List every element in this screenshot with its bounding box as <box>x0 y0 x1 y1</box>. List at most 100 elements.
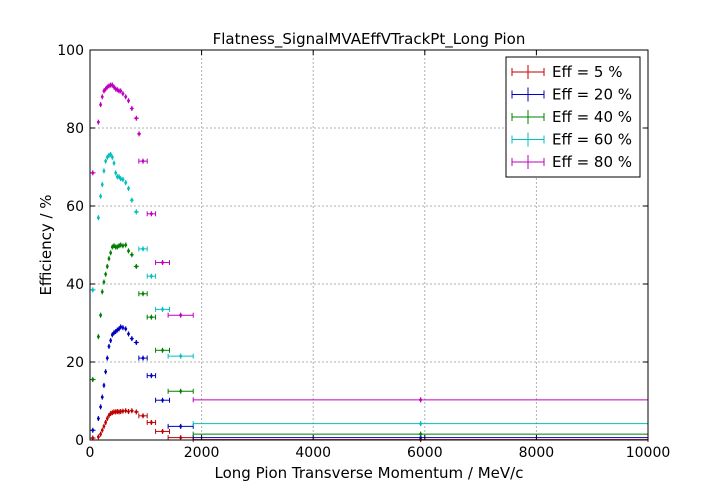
point-marker <box>127 332 130 336</box>
point-marker <box>179 389 183 393</box>
data-point <box>119 409 123 415</box>
data-point <box>105 416 109 422</box>
point-marker <box>102 169 106 173</box>
point-marker <box>105 265 109 268</box>
point-marker <box>114 171 118 175</box>
data-point <box>124 94 128 100</box>
point-marker <box>91 428 95 432</box>
data-point <box>109 410 113 416</box>
data-point <box>110 154 114 160</box>
point-marker <box>119 325 123 329</box>
data-point <box>129 106 134 111</box>
data-point <box>107 256 111 262</box>
x-axis-label: Long Pion Transverse Momentum / MeV/c <box>215 464 524 482</box>
point-marker <box>121 178 125 181</box>
data-point <box>121 91 125 97</box>
data-point <box>105 84 109 90</box>
point-marker <box>141 292 145 296</box>
y-tick-label: 40 <box>66 277 84 293</box>
data-point <box>110 332 114 338</box>
point-marker <box>130 253 134 257</box>
point-marker <box>107 414 111 417</box>
point-marker <box>124 181 128 185</box>
point-marker <box>117 327 121 331</box>
data-point <box>133 409 139 415</box>
point-marker <box>130 198 134 202</box>
data-point <box>127 331 130 337</box>
point-marker <box>179 424 183 428</box>
legend-label: Eff = 5 % <box>552 63 622 81</box>
point-marker <box>104 87 108 91</box>
tick-layer: 0 2000 4000 6000 8000 10000 0 20 40 60 80 100 <box>57 43 670 461</box>
data-point <box>127 185 130 191</box>
point-marker <box>149 212 153 216</box>
data-point <box>102 279 106 285</box>
data-point <box>119 176 123 182</box>
point-marker <box>121 409 125 413</box>
data-point <box>90 287 96 293</box>
data-point <box>104 369 108 375</box>
point-marker <box>161 398 164 402</box>
point-marker <box>141 159 145 163</box>
data-point <box>104 271 108 277</box>
data-point <box>99 404 103 410</box>
point-marker <box>99 432 103 436</box>
point-marker <box>109 251 113 255</box>
point-marker <box>102 384 106 387</box>
point-marker <box>179 313 183 317</box>
point-marker <box>149 374 153 378</box>
point-marker <box>124 95 128 99</box>
data-point <box>155 397 171 403</box>
legend-label: Eff = 80 % <box>552 153 632 171</box>
y-tick-label: 100 <box>57 43 84 59</box>
data-point <box>133 115 139 121</box>
point-marker <box>109 339 113 342</box>
data-point <box>99 431 103 437</box>
data-point <box>96 119 100 125</box>
point-marker <box>96 417 100 420</box>
point-marker <box>102 89 106 93</box>
point-marker <box>91 436 95 440</box>
point-marker <box>96 216 100 220</box>
point-marker <box>419 398 423 402</box>
point-marker <box>161 348 164 352</box>
y-tick-label: 80 <box>66 121 84 137</box>
point-marker <box>91 288 95 292</box>
point-marker <box>161 430 164 433</box>
data-point <box>121 325 125 331</box>
point-marker <box>96 435 100 439</box>
data-point <box>102 168 106 174</box>
data-point <box>155 260 171 266</box>
point-marker <box>137 132 141 136</box>
point-marker <box>419 436 423 440</box>
x-tick-label: 2000 <box>184 445 220 461</box>
point-marker <box>119 410 123 413</box>
data-point <box>146 373 157 379</box>
data-point <box>109 338 113 344</box>
point-marker <box>91 378 95 381</box>
legend-entry: Eff = 5 % <box>511 63 622 81</box>
point-marker <box>124 409 128 413</box>
data-point <box>167 312 194 318</box>
data-point <box>96 434 100 440</box>
series-2 <box>90 324 649 441</box>
data-point <box>129 336 134 342</box>
point-marker <box>419 422 423 426</box>
point-marker <box>107 257 111 261</box>
y-tick-label: 60 <box>66 199 84 215</box>
data-point <box>124 326 128 332</box>
point-marker <box>134 410 138 414</box>
y-axis-label: Efficiency / % <box>37 194 55 295</box>
plot-frame <box>89 49 649 441</box>
legend-label: Eff = 40 % <box>552 108 632 126</box>
point-marker <box>134 116 138 120</box>
point-marker <box>179 436 183 440</box>
point-marker <box>130 337 134 340</box>
data-point <box>127 98 130 104</box>
series-4 <box>90 152 649 427</box>
data-point <box>96 215 100 221</box>
data-point <box>112 160 116 166</box>
legend-label: Eff = 20 % <box>552 86 632 104</box>
